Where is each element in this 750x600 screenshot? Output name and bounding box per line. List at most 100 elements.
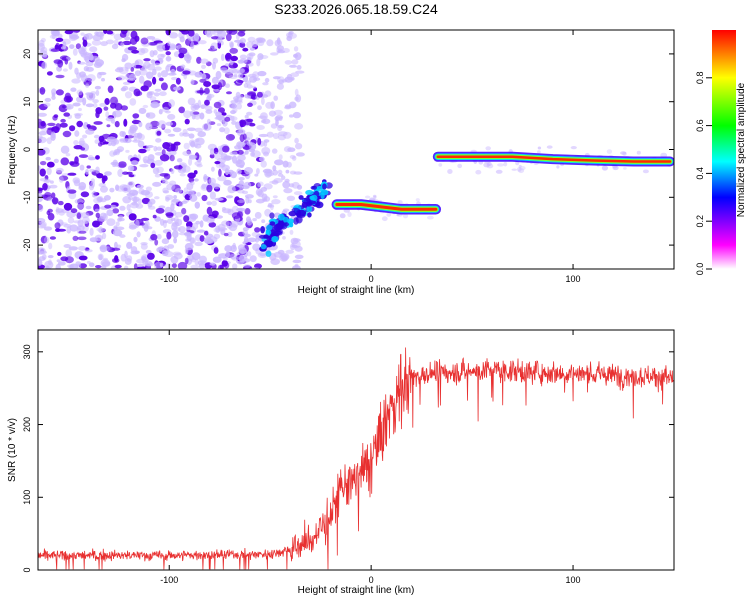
noise-blob: [171, 76, 178, 81]
noise-blob: [109, 187, 115, 193]
noise-blob: [236, 168, 242, 175]
noise-blob: [78, 245, 87, 251]
noise-blob: [55, 37, 64, 43]
noise-blob: [78, 154, 89, 159]
noise-blob: [224, 63, 230, 67]
colorbar-tick-label: 0.8: [695, 72, 705, 85]
noise-blob: [53, 158, 59, 164]
noise-blob: [248, 52, 256, 57]
y-tick-label: 100: [22, 490, 32, 505]
noise-blob: [190, 41, 195, 50]
noise-blob: [236, 141, 246, 148]
noise-blob: [174, 211, 183, 218]
noise-blob: [178, 106, 185, 114]
noise-blob: [161, 238, 170, 245]
noise-blob: [60, 118, 66, 123]
noise-blob: [503, 161, 508, 167]
noise-blob: [93, 121, 103, 125]
noise-blob: [95, 166, 100, 174]
noise-blob: [154, 88, 162, 92]
noise-blob: [116, 146, 125, 152]
noise-blob: [98, 226, 103, 234]
noise-blob: [110, 96, 118, 105]
noise-blob: [286, 32, 293, 38]
noise-blob: [223, 127, 230, 135]
y-tick-label: 300: [22, 344, 32, 359]
noise-blob: [85, 103, 95, 108]
snr-y-ticks: 0 100 200 300: [22, 344, 674, 573]
snr-plot-area: [38, 347, 674, 570]
noise-blob: [235, 121, 241, 130]
spectrogram-y-label: Frequency (Hz): [7, 116, 18, 185]
track-rising-blob: [269, 212, 275, 219]
noise-blob: [212, 256, 222, 263]
noise-blob: [402, 213, 409, 219]
noise-blob: [261, 97, 265, 105]
noise-blob: [265, 101, 274, 109]
noise-blob: [76, 120, 83, 128]
noise-blob: [258, 156, 265, 162]
noise-blob: [173, 195, 178, 199]
noise-blob: [294, 123, 304, 130]
noise-blob: [272, 76, 281, 80]
noise-blob: [220, 67, 228, 72]
noise-blob: [206, 201, 212, 206]
noise-blob: [364, 195, 371, 199]
colorbar-tick-label: 0.4: [695, 167, 705, 180]
y-tick-label: -10: [22, 191, 32, 204]
track-rising-blob: [306, 205, 313, 213]
noise-blob: [96, 72, 102, 79]
noise-blob: [72, 102, 81, 107]
noise-blob: [213, 151, 221, 160]
colorbar-ticks: 0.0 0.2 0.4 0.6 0.8: [695, 72, 712, 275]
noise-blob: [80, 191, 90, 198]
noise-blob: [282, 236, 286, 240]
noise-blob: [45, 265, 50, 269]
noise-blob: [69, 44, 75, 49]
noise-blob: [224, 116, 231, 122]
noise-blob: [211, 84, 220, 90]
noise-blob: [124, 135, 135, 139]
noise-blob: [221, 112, 227, 116]
noise-blob: [111, 43, 119, 50]
x-tick-label: -100: [160, 575, 178, 585]
noise-blob: [254, 211, 262, 219]
noise-blob: [64, 30, 73, 35]
noise-blob: [155, 138, 162, 143]
snr-x-ticks: -100 0 100: [160, 330, 581, 585]
noise-blob: [289, 114, 294, 118]
noise-blob: [200, 58, 209, 64]
noise-blob: [181, 207, 187, 215]
noise-blob: [122, 196, 132, 204]
noise-blob: [162, 190, 170, 194]
noise-blob: [152, 214, 157, 219]
noise-blob: [85, 169, 89, 175]
noise-blob: [123, 265, 129, 269]
noise-blob: [62, 130, 72, 138]
noise-blob: [230, 42, 234, 49]
noise-blob: [76, 212, 82, 219]
noise-blob: [206, 33, 213, 38]
noise-blob: [184, 118, 190, 125]
noise-blob: [277, 249, 285, 255]
track-rising-blob: [276, 228, 283, 236]
noise-blob: [138, 148, 147, 154]
noise-blob: [381, 216, 388, 222]
noise-blob: [153, 92, 160, 97]
noise-blob: [268, 110, 277, 117]
noise-blob: [228, 67, 238, 74]
noise-blob: [294, 88, 299, 96]
noise-blob: [119, 205, 126, 211]
noise-blob: [138, 121, 143, 128]
noise-blob: [537, 150, 541, 154]
noise-blob: [42, 253, 47, 260]
noise-blob: [251, 231, 260, 237]
noise-blob: [114, 264, 122, 269]
noise-blob: [214, 161, 221, 165]
noise-blob: [127, 46, 138, 51]
noise-blob: [537, 146, 542, 150]
noise-blob: [172, 251, 182, 256]
noise-blob: [125, 149, 130, 153]
noise-blob: [263, 151, 269, 157]
